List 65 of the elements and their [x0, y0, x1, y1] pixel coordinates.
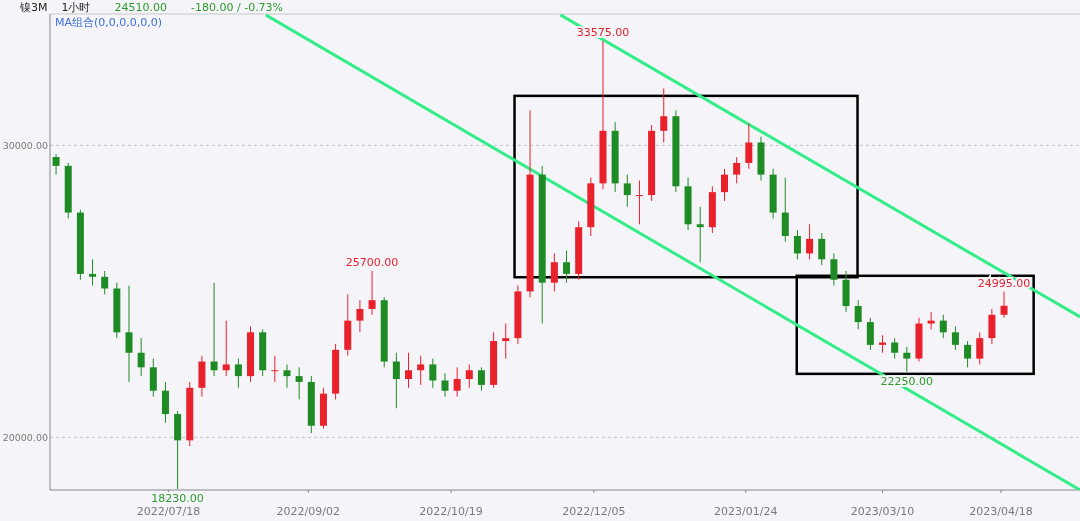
candlestick: [903, 346, 911, 373]
chart-title: 镍3M: [19, 1, 48, 14]
candlestick: [125, 285, 133, 383]
candlestick: [210, 282, 218, 377]
candlestick: [635, 179, 643, 225]
candlestick: [52, 153, 60, 176]
candlestick: [563, 250, 571, 284]
candlestick: [964, 340, 972, 368]
annotation: MA组合(0,0,0,0,0,0): [55, 16, 163, 29]
annotation: -180.00 / -0.73%: [191, 1, 284, 14]
candlestick: [392, 352, 400, 409]
x-tick-label: 2022/09/02: [276, 505, 340, 518]
candlestick: [939, 314, 947, 339]
candlestick: [161, 381, 169, 424]
candlestick: [745, 123, 753, 170]
candlestick: [368, 270, 376, 316]
candlestick: [733, 156, 741, 184]
candlestick: [866, 317, 874, 351]
candlestick: [502, 323, 510, 360]
candlestick: [660, 87, 668, 143]
candlestick: [696, 206, 704, 263]
candlestick: [623, 174, 631, 208]
candlestick: [417, 355, 425, 386]
candlestick: [101, 270, 109, 295]
candlestick: [429, 358, 437, 389]
candlestick: [295, 366, 303, 400]
candlestick: [818, 232, 826, 266]
chart-subtitle: 1小时: [61, 1, 91, 14]
candlestick: [453, 366, 461, 398]
candlestick: [793, 229, 801, 260]
candlestick: [405, 352, 413, 389]
candlestick: [441, 372, 449, 398]
annotation: 24510.00: [114, 1, 167, 14]
x-tick-label: 2022/10/19: [419, 505, 483, 518]
x-tick-label: 2022/12/05: [562, 505, 626, 518]
candlestick: [721, 168, 729, 202]
candlestick: [806, 223, 814, 260]
candlestick: [951, 325, 959, 351]
candlestick: [283, 363, 291, 389]
candlestick: [830, 252, 838, 287]
candlestick: [234, 358, 242, 389]
x-tick-label: 2023/04/18: [969, 505, 1033, 518]
x-tick-label: 2022/07/18: [136, 505, 201, 518]
candlestick: [137, 337, 145, 377]
candlestick: [891, 337, 899, 360]
candlestick: [149, 358, 157, 398]
x-tick-label: 2023/01/24: [714, 505, 778, 518]
candlestick: [222, 320, 230, 377]
annotation: 25700.00: [345, 255, 399, 269]
candlestick: [988, 308, 996, 345]
candlestick: [781, 177, 789, 243]
candlestick: [477, 366, 485, 392]
candlestick: [89, 258, 97, 287]
candlestick: [927, 311, 935, 330]
y-tick-label: 20000.00: [2, 431, 48, 443]
candlestick: [550, 252, 558, 292]
candlestick: [1000, 291, 1008, 319]
candlestick: [854, 299, 862, 330]
candlestick: [976, 331, 984, 365]
x-tick-label: 2023/03/10: [850, 505, 915, 518]
y-tick-label: 30000.00: [2, 139, 48, 151]
candlestick: [465, 363, 473, 389]
candlestick: [271, 355, 279, 383]
annotation: 18230.00: [151, 492, 204, 506]
candlestick: [356, 299, 364, 333]
